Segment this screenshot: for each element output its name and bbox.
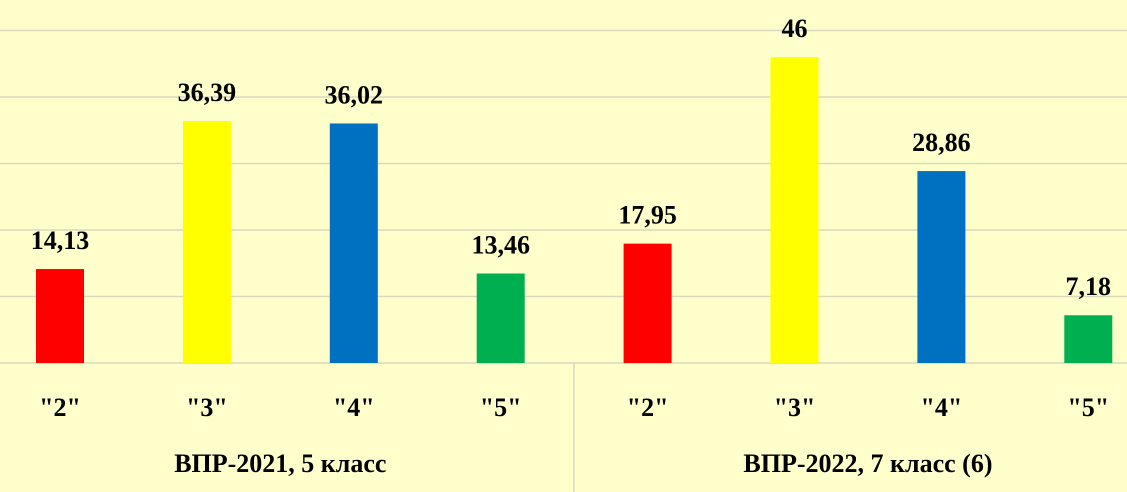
- bar: [917, 171, 966, 363]
- bar: [476, 273, 525, 363]
- bar: [182, 121, 231, 363]
- value-label: 14,13: [31, 226, 90, 255]
- group-label: ВПР-2021, 5 класс: [174, 449, 386, 478]
- value-label: 7,18: [1066, 272, 1112, 301]
- value-label: 17,95: [618, 201, 677, 230]
- x-tick-label: "4": [920, 393, 962, 422]
- value-label: 36,02: [325, 80, 384, 109]
- bar: [623, 243, 672, 363]
- x-tick-label: "2": [39, 393, 81, 422]
- value-label: 13,46: [471, 230, 530, 259]
- group-label: ВПР-2022, 7 класс (6): [743, 449, 992, 478]
- bar: [329, 123, 378, 363]
- bar: [1064, 315, 1113, 363]
- value-label: 46: [782, 14, 808, 43]
- x-tick-label: "3": [774, 393, 816, 422]
- x-tick-label: "3": [186, 393, 228, 422]
- x-tick-label: "5": [1067, 393, 1109, 422]
- bar: [36, 269, 84, 363]
- value-label: 28,86: [912, 128, 971, 157]
- x-tick-label: "5": [480, 393, 522, 422]
- bar: [770, 57, 819, 363]
- x-tick-label: "4": [333, 393, 375, 422]
- x-tick-label: "2": [627, 393, 669, 422]
- value-label: 36,39: [178, 78, 237, 107]
